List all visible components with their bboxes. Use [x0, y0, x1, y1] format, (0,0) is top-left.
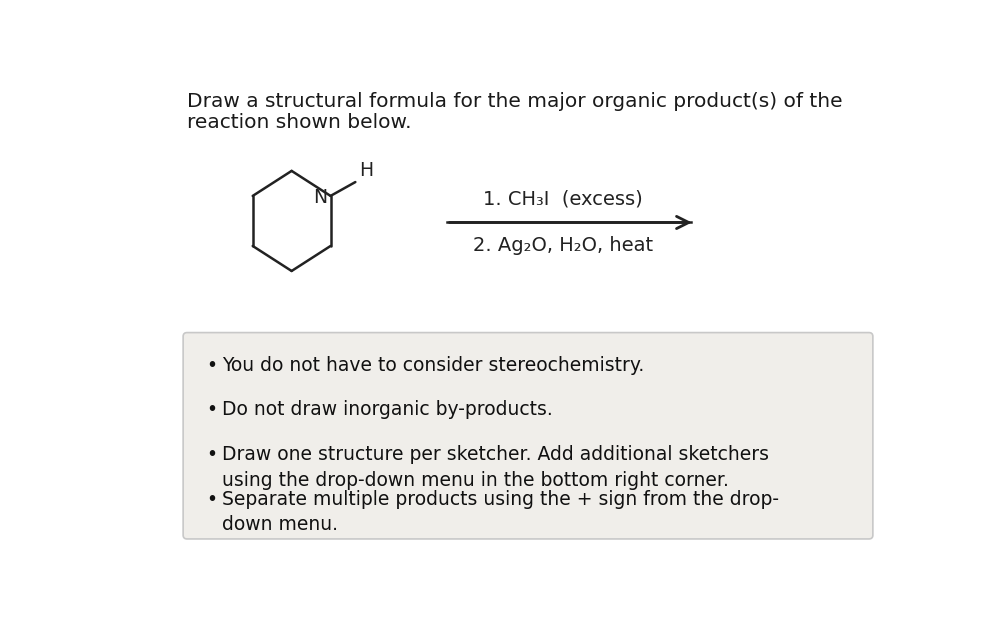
- Text: •: •: [206, 356, 217, 374]
- Text: 2. Ag₂O, H₂O, heat: 2. Ag₂O, H₂O, heat: [473, 236, 653, 256]
- Text: 1. CH₃I  (excess): 1. CH₃I (excess): [483, 190, 643, 208]
- Text: You do not have to consider stereochemistry.: You do not have to consider stereochemis…: [222, 356, 644, 374]
- Text: •: •: [206, 490, 217, 509]
- Text: Separate multiple products using the + sign from the drop-
down menu.: Separate multiple products using the + s…: [222, 490, 779, 534]
- Text: Draw a structural formula for the major organic product(s) of the: Draw a structural formula for the major …: [187, 91, 843, 111]
- FancyBboxPatch shape: [183, 333, 873, 539]
- Text: •: •: [206, 401, 217, 419]
- Text: •: •: [206, 445, 217, 464]
- Text: N: N: [313, 188, 327, 207]
- Text: reaction shown below.: reaction shown below.: [187, 113, 412, 132]
- Text: H: H: [359, 160, 373, 180]
- Text: Do not draw inorganic by-products.: Do not draw inorganic by-products.: [222, 401, 553, 419]
- Text: Draw one structure per sketcher. Add additional sketchers
using the drop-down me: Draw one structure per sketcher. Add add…: [222, 445, 769, 490]
